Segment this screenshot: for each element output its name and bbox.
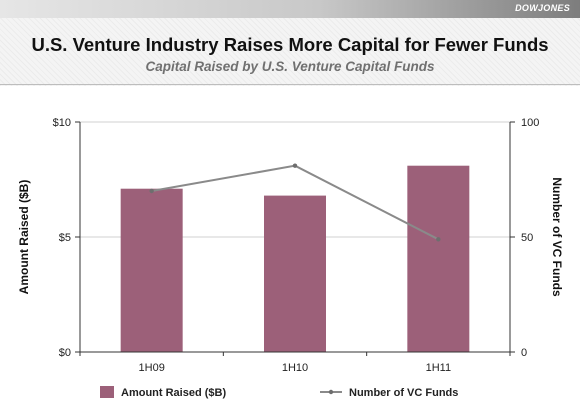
- slide-subtitle: Capital Raised by U.S. Venture Capital F…: [145, 59, 435, 74]
- y2-tick-label: 50: [521, 232, 533, 244]
- bar-layer: [120, 165, 470, 352]
- slide-title: U.S. Venture Industry Raises More Capita…: [31, 34, 549, 55]
- header-divider: [0, 84, 580, 85]
- bar: [264, 195, 326, 352]
- top-bar: DOWJONES: [0, 0, 580, 18]
- legend-label-bar: Amount Raised ($B): [121, 387, 226, 399]
- legend-swatch-bar: [100, 386, 114, 398]
- line-point: [436, 237, 441, 242]
- bar: [407, 165, 470, 352]
- y2-tick-label: 100: [521, 117, 539, 129]
- x-tick-label: 1H11: [426, 362, 451, 374]
- x-tick-label: 1H09: [139, 362, 165, 374]
- y-axis-title: Amount Raised ($B): [17, 180, 31, 295]
- legend-swatch-point: [328, 389, 334, 395]
- axis-layer: $0 $5 $10 0 50 100 1H09 1H10 1H11 Amount Raised (…: [17, 117, 564, 374]
- y-tick-label: $0: [59, 347, 71, 359]
- y2-axis-title: Number of VC Funds: [550, 177, 564, 297]
- line-point: [149, 188, 154, 194]
- dow-jones-logo: DOWJONES: [515, 3, 570, 13]
- y-tick-label: $5: [59, 232, 71, 244]
- legend: Amount Raised ($B) Number of VC Funds: [100, 386, 458, 399]
- line-layer: [149, 163, 441, 242]
- legend-label-line: Number of VC Funds: [349, 387, 458, 399]
- y2-tick-label: 0: [521, 347, 527, 359]
- x-tick-label: 1H10: [282, 362, 308, 374]
- bar: [120, 188, 183, 352]
- y-tick-label: $10: [53, 117, 71, 129]
- line-point: [292, 163, 298, 168]
